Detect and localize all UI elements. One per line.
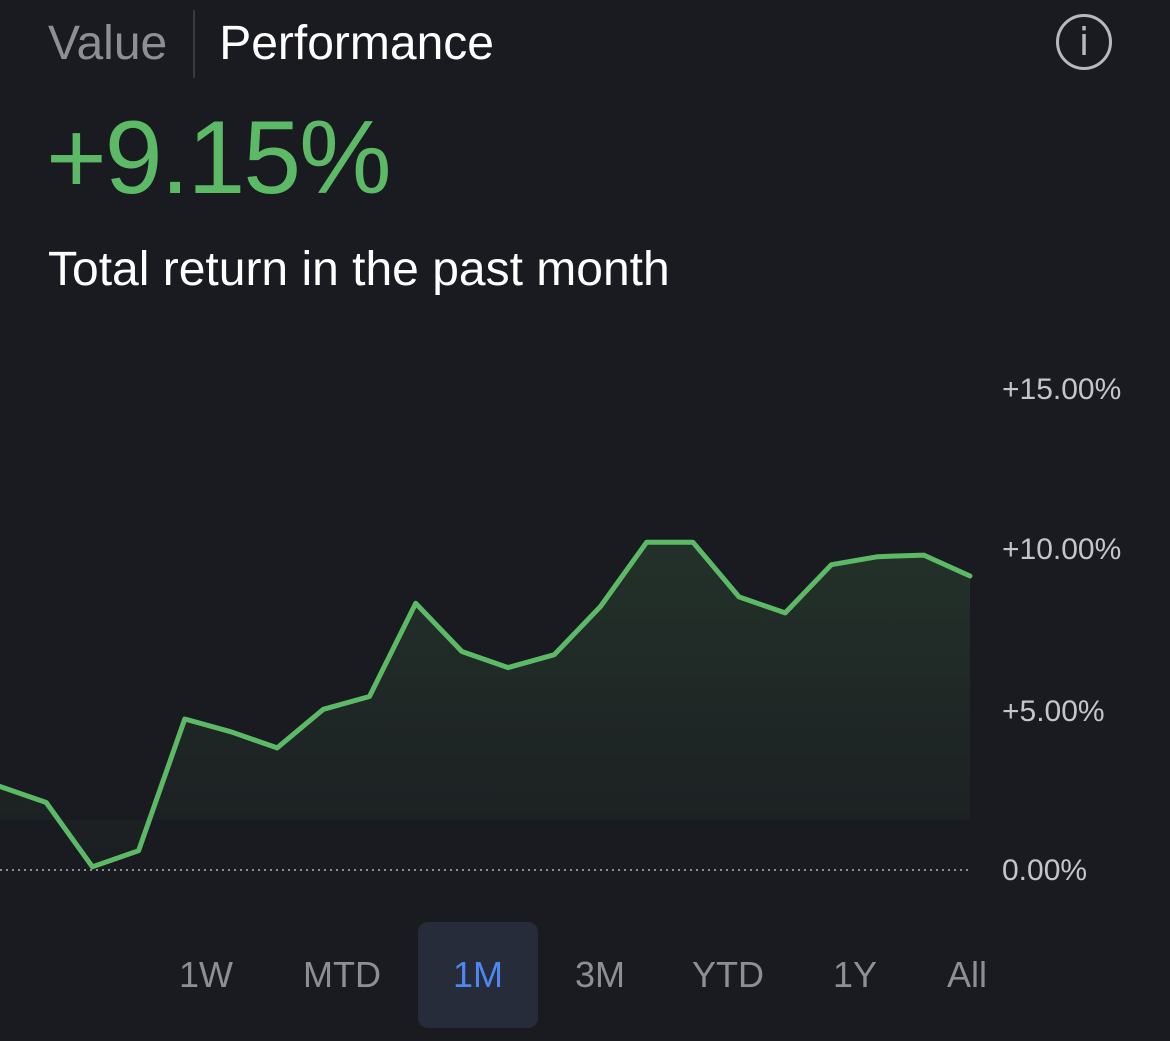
range-all-button[interactable]: All — [946, 954, 987, 995]
view-tabs: Value Performance — [48, 10, 494, 78]
range-1w-button[interactable]: 1W — [179, 954, 233, 995]
total-return-label: Total return in the past month — [48, 243, 670, 296]
y-tick-label: +10.00% — [1002, 533, 1122, 566]
range-3m-button[interactable]: 3M — [574, 954, 625, 995]
info-glyph: i — [1078, 20, 1090, 64]
range-ytd-button[interactable]: YTD — [692, 954, 764, 995]
y-tick-label: +5.00% — [1002, 695, 1105, 728]
y-tick-label: +15.00% — [1002, 373, 1122, 406]
info-icon[interactable]: i — [1056, 14, 1112, 70]
total-return-value: +9.15% — [46, 100, 392, 216]
time-range-selector: 1W MTD 1M 3M YTD 1Y All — [0, 920, 1170, 1030]
range-mtd-button[interactable]: MTD — [303, 954, 381, 995]
tab-performance[interactable]: Performance — [219, 17, 494, 70]
y-tick-label: 0.00% — [1002, 854, 1088, 887]
tab-value[interactable]: Value — [48, 17, 168, 70]
range-1m-button[interactable]: 1M — [418, 922, 538, 1028]
range-1y-button[interactable]: 1Y — [832, 954, 878, 995]
performance-area-fill — [0, 542, 970, 867]
tab-divider — [193, 10, 196, 78]
performance-line — [0, 539, 973, 870]
